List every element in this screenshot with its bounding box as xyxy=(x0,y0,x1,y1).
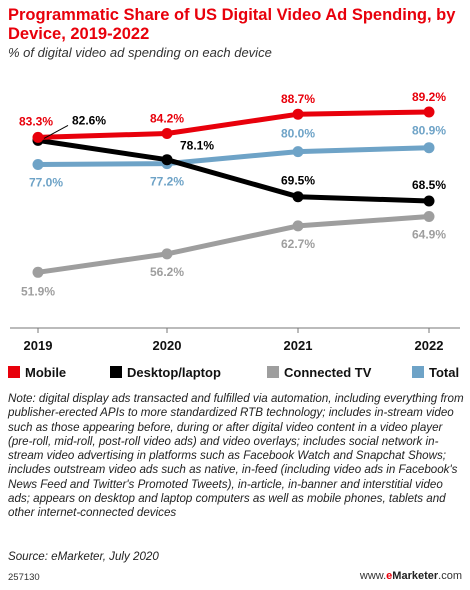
desktop-2019-leader xyxy=(43,124,69,139)
data-label-connected-tv-2022: 64.9% xyxy=(412,227,446,241)
legend-label-mobile: Mobile xyxy=(25,365,66,380)
brand-main: Marketer xyxy=(392,570,439,582)
data-label-total-2019: 77.0% xyxy=(29,175,63,189)
brand-logo[interactable]: www.eMarketer.com xyxy=(360,570,462,582)
x-tick-label-2019: 2019 xyxy=(24,338,53,353)
data-point-total-2022 xyxy=(423,142,435,154)
data-label-mobile-2020: 84.2% xyxy=(150,112,184,126)
brand-suffix: .com xyxy=(438,570,462,582)
x-tick-label-2021: 2021 xyxy=(284,338,313,353)
brand-prefix: www. xyxy=(359,570,387,582)
data-label-total-2022: 80.9% xyxy=(412,124,446,138)
data-point-desktop-laptop-2021 xyxy=(292,191,304,203)
chart-note: Note: digital display ads transacted and… xyxy=(8,392,464,520)
chart-title: Programmatic Share of US Digital Video A… xyxy=(8,6,456,43)
data-point-mobile-2021 xyxy=(292,108,304,120)
data-point-mobile-2022 xyxy=(423,106,435,118)
data-label-desktop-laptop-2020: 78.1% xyxy=(180,139,214,153)
data-label-total-2021: 80.0% xyxy=(281,127,315,141)
chart-subtitle: % of digital video ad spending on each d… xyxy=(8,45,272,60)
data-label-desktop-laptop-2019: 82.6% xyxy=(72,113,106,127)
legend-swatch-total xyxy=(412,366,424,378)
series-line-connected-tv xyxy=(35,214,432,275)
data-point-connected-tv-2020 xyxy=(161,248,173,260)
chart-source: Source: eMarketer, July 2020 xyxy=(8,550,159,563)
data-point-connected-tv-2019 xyxy=(32,266,44,278)
brand-e: e xyxy=(386,570,393,582)
data-point-mobile-2020 xyxy=(161,128,173,139)
x-tick-label-2020: 2020 xyxy=(153,338,182,353)
x-tick-label-2022: 2022 xyxy=(415,338,444,353)
data-point-desktop-laptop-2022 xyxy=(423,195,435,207)
data-label-desktop-laptop-2022: 68.5% xyxy=(412,178,446,192)
line-chart: 2019 2020 2021 2022 83.3% 84.2% 88.7% 89.2% 82.6… xyxy=(8,90,460,380)
data-label-connected-tv-2021: 62.7% xyxy=(281,237,315,251)
data-point-connected-tv-2021 xyxy=(292,220,304,232)
series-line-desktop-laptop xyxy=(35,137,432,204)
legend-swatch-connected-tv xyxy=(267,366,279,378)
data-label-mobile-2022: 89.2% xyxy=(412,90,446,104)
series-line-total xyxy=(35,145,432,167)
legend-label-desktop-laptop: Desktop/laptop xyxy=(127,365,221,380)
legend-label-total: Total xyxy=(429,365,459,380)
data-point-connected-tv-2022 xyxy=(423,211,435,222)
data-label-connected-tv-2020: 56.2% xyxy=(150,265,184,279)
data-label-total-2020: 77.2% xyxy=(150,175,184,189)
data-point-mobile-2019 xyxy=(32,131,44,143)
data-label-desktop-laptop-2021: 69.5% xyxy=(281,174,315,188)
data-label-mobile-2021: 88.7% xyxy=(281,92,315,106)
data-label-connected-tv-2019: 51.9% xyxy=(21,284,55,298)
legend-swatch-mobile xyxy=(8,366,20,378)
series-line-mobile xyxy=(35,109,432,140)
data-point-desktop-laptop-2020 xyxy=(161,154,173,166)
data-point-total-2019 xyxy=(32,159,44,170)
data-point-total-2021 xyxy=(292,146,304,158)
legend-swatch-desktop-laptop xyxy=(110,366,122,378)
chart-id: 257130 xyxy=(8,572,40,583)
data-label-mobile-2019: 83.3% xyxy=(19,114,53,128)
legend-label-connected-tv: Connected TV xyxy=(284,365,372,380)
